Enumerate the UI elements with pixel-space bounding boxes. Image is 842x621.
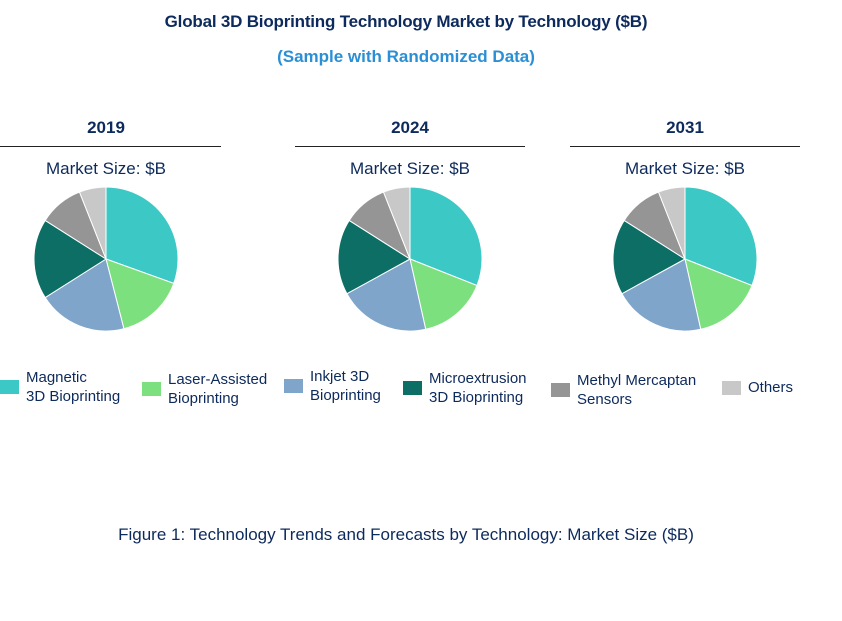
legend-item-methyl-mercaptan: Methyl Mercaptan Sensors (551, 371, 696, 409)
pie-panel-2024: 2024 Market Size: $B (295, 118, 525, 343)
legend-item-others: Others (722, 378, 793, 397)
legend-swatch (722, 380, 741, 395)
legend-item-magnetic: Magnetic 3D Bioprinting (0, 368, 120, 406)
panel-divider (0, 146, 221, 147)
pie-chart-2031 (612, 186, 758, 332)
panel-divider (570, 146, 800, 147)
legend-label: Inkjet 3D Bioprinting (310, 368, 381, 404)
pie-chart-2019 (33, 186, 179, 332)
pie-slice-magnetic-3d-bioprinting (105, 186, 179, 285)
chart-subtitle: (Sample with Randomized Data) (277, 47, 535, 66)
legend-label: Others (748, 379, 794, 396)
legend-item-laser-assisted: Laser-Assisted Bioprinting (142, 370, 267, 408)
pie-slice-inkjet-3d-bioprinting (621, 258, 702, 332)
legend-label: Microextrusion 3D Bioprinting (429, 370, 527, 406)
pie-slice-microextrusion-3d-bioprinting (33, 219, 107, 299)
panel-market-size: Market Size: $B (46, 159, 166, 178)
legend-label: Magnetic 3D Bioprinting (26, 369, 121, 405)
pie-slice-microextrusion-3d-bioprinting (612, 219, 686, 295)
legend-swatch (403, 381, 422, 395)
legend-swatch (142, 382, 161, 396)
pie-panel-2031: 2031 Market Size: $B (570, 118, 800, 343)
panel-year: 2019 (87, 118, 125, 137)
panel-divider (295, 146, 525, 147)
pie-slice-magnetic-3d-bioprinting (684, 186, 758, 287)
pie-slice-microextrusion-3d-bioprinting (337, 219, 411, 295)
pie-slice-inkjet-3d-bioprinting (346, 258, 427, 332)
pie-panel-2019: 2019 Market Size: $B (0, 118, 221, 343)
pie-slice-others (657, 186, 686, 260)
pie-slice-magnetic-3d-bioprinting (409, 186, 483, 287)
legend-label: Methyl Mercaptan Sensors (577, 372, 697, 408)
chart-title: Global 3D Bioprinting Technology Market … (164, 12, 648, 31)
legend-item-inkjet: Inkjet 3D Bioprinting (284, 367, 381, 405)
legend-label: Laser-Assisted Bioprinting (168, 371, 268, 407)
pie-slice-laser-assisted-bioprinting (684, 258, 753, 330)
legend-swatch (551, 383, 570, 397)
panel-year: 2031 (666, 118, 704, 137)
panel-market-size: Market Size: $B (625, 159, 745, 178)
pie-slice-inkjet-3d-bioprinting (44, 258, 125, 332)
legend-swatch (284, 379, 303, 393)
legend-swatch (0, 380, 19, 394)
pie-chart-2024 (337, 186, 483, 332)
pie-slice-laser-assisted-bioprinting (105, 258, 175, 330)
legend-item-microextrusion: Microextrusion 3D Bioprinting (403, 369, 527, 407)
figure-caption: Figure 1: Technology Trends and Forecast… (118, 525, 694, 544)
pie-slice-others (78, 186, 107, 260)
pie-slice-laser-assisted-bioprinting (409, 258, 478, 330)
pie-slice-others (382, 186, 411, 260)
panel-year: 2024 (391, 118, 429, 137)
legend: Magnetic 3D Bioprinting Laser-Assisted B… (0, 366, 842, 416)
panel-market-size: Market Size: $B (350, 159, 470, 178)
